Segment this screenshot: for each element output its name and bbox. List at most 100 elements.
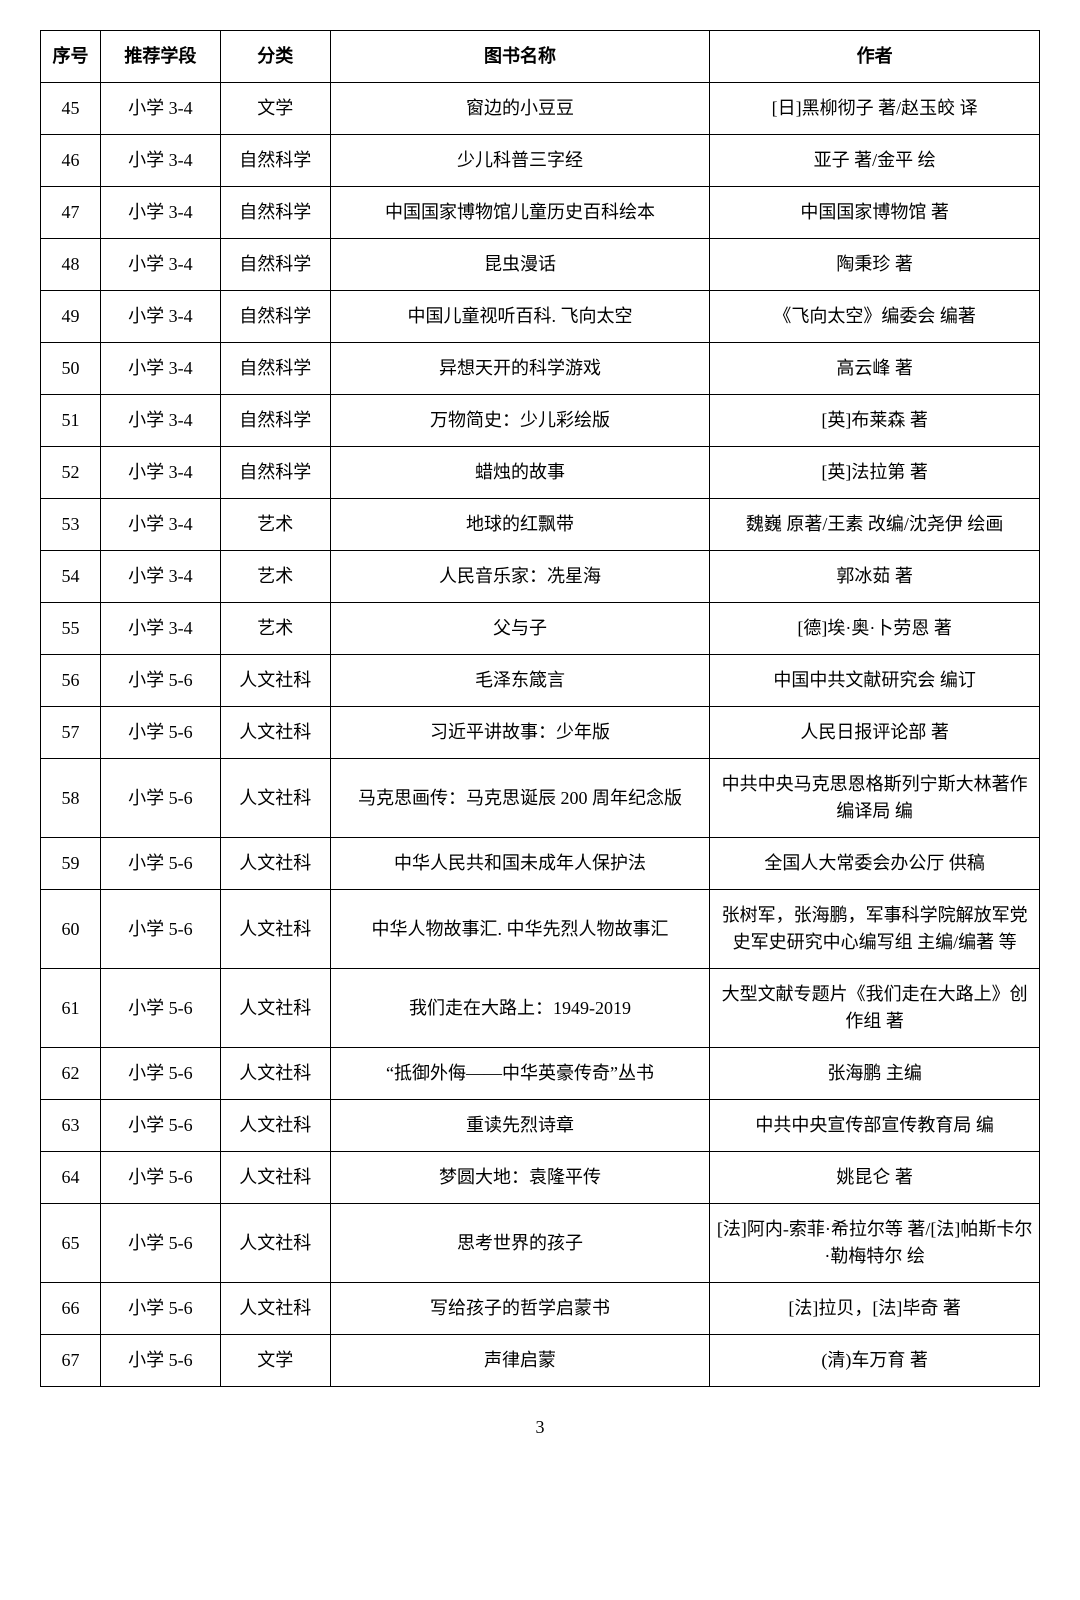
- cell-grade: 小学 3-4: [100, 343, 220, 395]
- cell-category: 自然科学: [220, 187, 330, 239]
- cell-seq: 49: [41, 291, 101, 343]
- cell-title: 蜡烛的故事: [330, 447, 710, 499]
- cell-author: [法]阿内-索菲·希拉尔等 著/[法]帕斯卡尔·勒梅特尔 绘: [710, 1204, 1040, 1283]
- cell-author: 大型文献专题片《我们走在大路上》创作组 著: [710, 969, 1040, 1048]
- cell-seq: 47: [41, 187, 101, 239]
- cell-grade: 小学 3-4: [100, 135, 220, 187]
- cell-author: 全国人大常委会办公厅 供稿: [710, 838, 1040, 890]
- cell-category: 艺术: [220, 603, 330, 655]
- cell-category: 人文社科: [220, 707, 330, 759]
- cell-title: 中华人物故事汇. 中华先烈人物故事汇: [330, 890, 710, 969]
- table-row: 48小学 3-4自然科学昆虫漫话陶秉珍 著: [41, 239, 1040, 291]
- cell-title: 异想天开的科学游戏: [330, 343, 710, 395]
- cell-seq: 45: [41, 83, 101, 135]
- table-row: 46小学 3-4自然科学少儿科普三字经亚子 著/金平 绘: [41, 135, 1040, 187]
- cell-seq: 55: [41, 603, 101, 655]
- cell-category: 人文社科: [220, 655, 330, 707]
- cell-grade: 小学 5-6: [100, 1152, 220, 1204]
- cell-title: 人民音乐家：冼星海: [330, 551, 710, 603]
- cell-title: 昆虫漫话: [330, 239, 710, 291]
- table-row: 60小学 5-6人文社科中华人物故事汇. 中华先烈人物故事汇张树军，张海鹏，军事…: [41, 890, 1040, 969]
- table-row: 55小学 3-4艺术父与子[德]埃·奥·卜劳恩 著: [41, 603, 1040, 655]
- table-row: 67小学 5-6文学声律启蒙(清)车万育 著: [41, 1335, 1040, 1387]
- cell-author: 中共中央宣传部宣传教育局 编: [710, 1100, 1040, 1152]
- table-row: 65小学 5-6人文社科思考世界的孩子[法]阿内-索菲·希拉尔等 著/[法]帕斯…: [41, 1204, 1040, 1283]
- header-category: 分类: [220, 31, 330, 83]
- cell-grade: 小学 3-4: [100, 395, 220, 447]
- cell-title: 窗边的小豆豆: [330, 83, 710, 135]
- cell-title: 毛泽东箴言: [330, 655, 710, 707]
- cell-seq: 51: [41, 395, 101, 447]
- cell-seq: 65: [41, 1204, 101, 1283]
- cell-seq: 52: [41, 447, 101, 499]
- cell-seq: 48: [41, 239, 101, 291]
- cell-author: (清)车万育 著: [710, 1335, 1040, 1387]
- table-header-row: 序号 推荐学段 分类 图书名称 作者: [41, 31, 1040, 83]
- cell-category: 自然科学: [220, 343, 330, 395]
- header-title: 图书名称: [330, 31, 710, 83]
- cell-author: 《飞向太空》编委会 编著: [710, 291, 1040, 343]
- cell-category: 人文社科: [220, 1048, 330, 1100]
- cell-grade: 小学 5-6: [100, 655, 220, 707]
- cell-author: 亚子 著/金平 绘: [710, 135, 1040, 187]
- cell-grade: 小学 5-6: [100, 838, 220, 890]
- table-row: 58小学 5-6人文社科马克思画传：马克思诞辰 200 周年纪念版中共中央马克思…: [41, 759, 1040, 838]
- cell-category: 自然科学: [220, 239, 330, 291]
- cell-grade: 小学 3-4: [100, 551, 220, 603]
- table-row: 63小学 5-6人文社科重读先烈诗章中共中央宣传部宣传教育局 编: [41, 1100, 1040, 1152]
- cell-seq: 57: [41, 707, 101, 759]
- header-grade: 推荐学段: [100, 31, 220, 83]
- cell-seq: 53: [41, 499, 101, 551]
- cell-category: 人文社科: [220, 1100, 330, 1152]
- cell-author: 人民日报评论部 著: [710, 707, 1040, 759]
- cell-seq: 67: [41, 1335, 101, 1387]
- book-list-table: 序号 推荐学段 分类 图书名称 作者 45小学 3-4文学窗边的小豆豆[日]黑柳…: [40, 30, 1040, 1387]
- cell-grade: 小学 5-6: [100, 1283, 220, 1335]
- table-row: 47小学 3-4自然科学中国国家博物馆儿童历史百科绘本中国国家博物馆 著: [41, 187, 1040, 239]
- cell-grade: 小学 5-6: [100, 890, 220, 969]
- cell-title: 写给孩子的哲学启蒙书: [330, 1283, 710, 1335]
- cell-grade: 小学 3-4: [100, 83, 220, 135]
- cell-category: 人文社科: [220, 1152, 330, 1204]
- cell-grade: 小学 3-4: [100, 447, 220, 499]
- cell-title: 梦圆大地：袁隆平传: [330, 1152, 710, 1204]
- cell-author: 高云峰 著: [710, 343, 1040, 395]
- cell-grade: 小学 3-4: [100, 499, 220, 551]
- cell-author: 张树军，张海鹏，军事科学院解放军党史军史研究中心编写组 主编/编著 等: [710, 890, 1040, 969]
- table-row: 53小学 3-4艺术地球的红飘带魏巍 原著/王素 改编/沈尧伊 绘画: [41, 499, 1040, 551]
- table-row: 64小学 5-6人文社科梦圆大地：袁隆平传姚昆仑 著: [41, 1152, 1040, 1204]
- cell-title: 地球的红飘带: [330, 499, 710, 551]
- table-row: 59小学 5-6人文社科中华人民共和国未成年人保护法全国人大常委会办公厅 供稿: [41, 838, 1040, 890]
- cell-grade: 小学 3-4: [100, 239, 220, 291]
- table-body: 45小学 3-4文学窗边的小豆豆[日]黑柳彻子 著/赵玉皎 译46小学 3-4自…: [41, 83, 1040, 1387]
- cell-author: [英]法拉第 著: [710, 447, 1040, 499]
- cell-category: 人文社科: [220, 759, 330, 838]
- cell-title: 少儿科普三字经: [330, 135, 710, 187]
- table-row: 49小学 3-4自然科学中国儿童视听百科. 飞向太空《飞向太空》编委会 编著: [41, 291, 1040, 343]
- cell-author: 郭冰茹 著: [710, 551, 1040, 603]
- cell-seq: 50: [41, 343, 101, 395]
- cell-author: [法]拉贝，[法]毕奇 著: [710, 1283, 1040, 1335]
- cell-category: 人文社科: [220, 890, 330, 969]
- cell-grade: 小学 5-6: [100, 1100, 220, 1152]
- cell-category: 文学: [220, 83, 330, 135]
- cell-title: 中国国家博物馆儿童历史百科绘本: [330, 187, 710, 239]
- cell-grade: 小学 5-6: [100, 1048, 220, 1100]
- cell-title: 声律启蒙: [330, 1335, 710, 1387]
- cell-seq: 54: [41, 551, 101, 603]
- cell-author: 魏巍 原著/王素 改编/沈尧伊 绘画: [710, 499, 1040, 551]
- table-row: 56小学 5-6人文社科毛泽东箴言中国中共文献研究会 编订: [41, 655, 1040, 707]
- cell-category: 人文社科: [220, 969, 330, 1048]
- cell-seq: 61: [41, 969, 101, 1048]
- cell-grade: 小学 5-6: [100, 969, 220, 1048]
- table-row: 50小学 3-4自然科学异想天开的科学游戏高云峰 著: [41, 343, 1040, 395]
- cell-author: [日]黑柳彻子 著/赵玉皎 译: [710, 83, 1040, 135]
- cell-author: [德]埃·奥·卜劳恩 著: [710, 603, 1040, 655]
- cell-title: 习近平讲故事：少年版: [330, 707, 710, 759]
- cell-author: [英]布莱森 著: [710, 395, 1040, 447]
- cell-title: 马克思画传：马克思诞辰 200 周年纪念版: [330, 759, 710, 838]
- cell-title: 思考世界的孩子: [330, 1204, 710, 1283]
- header-seq: 序号: [41, 31, 101, 83]
- cell-category: 人文社科: [220, 1204, 330, 1283]
- cell-grade: 小学 5-6: [100, 759, 220, 838]
